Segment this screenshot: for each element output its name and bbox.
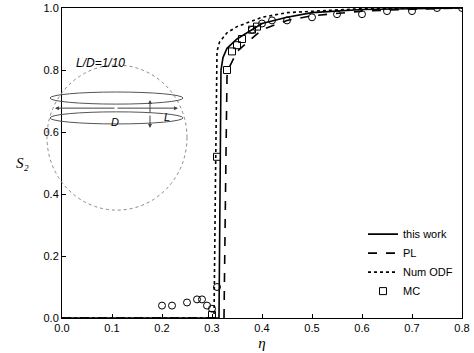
svg-text:Num ODF: Num ODF — [403, 266, 453, 278]
svg-text:S₂: S₂ — [16, 155, 29, 171]
svg-text:0.6: 0.6 — [44, 126, 59, 138]
svg-text:this work: this work — [403, 228, 447, 240]
svg-text:0.2: 0.2 — [154, 322, 169, 334]
svg-text:0.2: 0.2 — [44, 250, 59, 262]
svg-text:0.7: 0.7 — [404, 322, 419, 334]
svg-text:L/D=1/10: L/D=1/10 — [76, 56, 125, 70]
svg-text:0.6: 0.6 — [354, 322, 369, 334]
svg-text:0.5: 0.5 — [304, 322, 319, 334]
svg-text:0.0: 0.0 — [54, 322, 69, 334]
svg-text:η: η — [258, 335, 265, 351]
svg-text:0.8: 0.8 — [454, 322, 469, 334]
svg-text:MC: MC — [403, 285, 420, 297]
svg-text:L: L — [164, 111, 170, 123]
svg-text:0.4: 0.4 — [44, 188, 59, 200]
svg-text:0.4: 0.4 — [254, 322, 269, 334]
svg-text:0.3: 0.3 — [204, 322, 219, 334]
svg-text:PL: PL — [403, 247, 416, 259]
svg-text:0.1: 0.1 — [104, 322, 119, 334]
svg-text:D: D — [111, 116, 119, 128]
svg-text:0.0: 0.0 — [44, 312, 59, 324]
svg-text:0.8: 0.8 — [44, 64, 59, 76]
svg-text:1.0: 1.0 — [44, 2, 59, 14]
